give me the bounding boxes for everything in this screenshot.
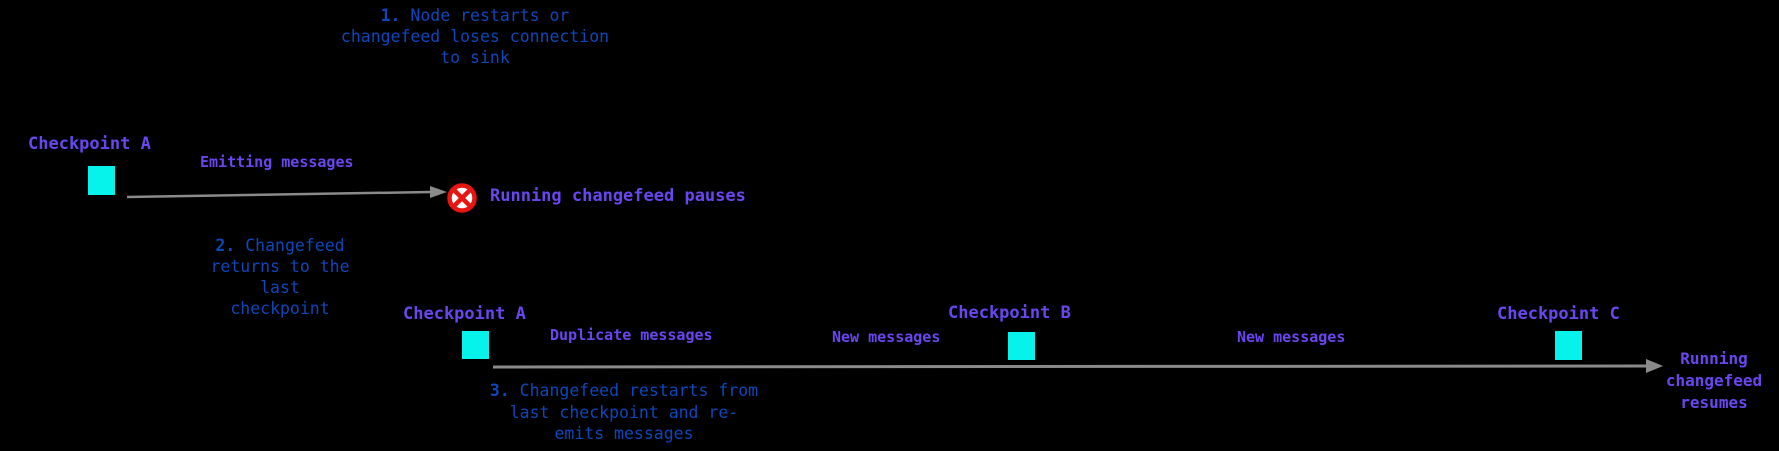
checkpoint-a-restart-marker (462, 331, 489, 359)
step-2-line-2: returns to the (210, 257, 350, 276)
step-2-number: 2. (215, 236, 236, 255)
new-messages-label-2: New messages (1237, 328, 1346, 346)
checkpoint-b-label: Checkpoint B (948, 303, 1071, 323)
checkpoint-a-restart-label: Checkpoint A (403, 304, 526, 324)
running-changefeed-pauses-label: Running changefeed pauses (490, 186, 746, 206)
circled-x-error-icon (447, 183, 477, 213)
step-1-note: 1. Node restarts or changefeed loses con… (325, 5, 625, 68)
step-3-line-3: emits messages (554, 424, 694, 443)
new-messages-label-1: New messages (832, 328, 941, 346)
step-3-note: 3. Changefeed restarts from last checkpo… (478, 380, 770, 445)
step-2-line-4: checkpoint (230, 299, 330, 318)
step-1-line-2: changefeed loses connection (340, 27, 610, 46)
checkpoint-b-marker (1008, 332, 1035, 360)
step-2-note: 2. Changefeed returns to the last checkp… (200, 235, 360, 319)
step-3-line-2: last checkpoint and re- (509, 402, 739, 422)
checkpoint-a-marker (88, 166, 115, 195)
resumes-line-3: resumes (1680, 393, 1748, 412)
duplicate-messages-label: Duplicate messages (550, 326, 713, 344)
resumes-line-2: changefeed (1665, 371, 1763, 390)
checkpoint-c-label: Checkpoint C (1497, 304, 1620, 324)
step-1-number: 1. (380, 6, 401, 25)
step-2-line-1: 2. Changefeed (215, 236, 345, 255)
step-3-number: 3. (489, 381, 510, 400)
resumes-line-1: Running (1680, 349, 1748, 368)
step-3-line-1: 3. Changefeed restarts from (489, 381, 759, 400)
step-2-line-3: last (260, 278, 300, 297)
restart-timeline-arrow (492, 359, 1663, 373)
running-changefeed-resumes-label: Running changefeed resumes (1662, 348, 1766, 414)
checkpoint-a-label: Checkpoint A (28, 134, 151, 154)
step-1-line-3: to sink (440, 48, 510, 67)
checkpoint-c-marker (1555, 331, 1582, 360)
emitting-messages-label: Emitting messages (200, 153, 354, 171)
emitting-timeline-arrow (126, 186, 447, 199)
step-1-line-1: 1. Node restarts or (380, 6, 570, 25)
